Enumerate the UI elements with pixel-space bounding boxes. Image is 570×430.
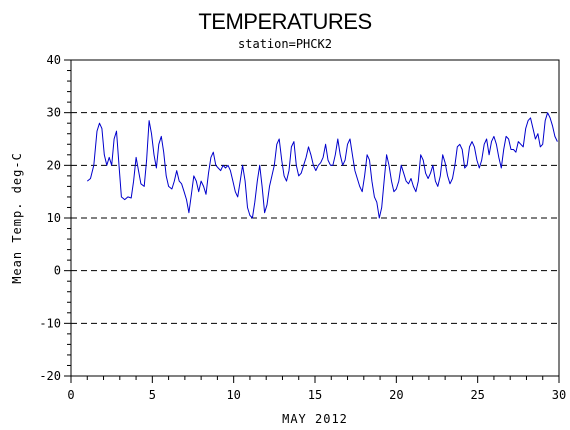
y-tick-label: 10 <box>47 211 61 225</box>
x-tick-label: 25 <box>470 388 484 402</box>
y-tick-label: -20 <box>39 369 61 383</box>
chart-subtitle: station=PHCK2 <box>238 37 332 51</box>
y-tick-label: 30 <box>47 106 61 120</box>
x-tick-label: 10 <box>226 388 240 402</box>
x-axis-label: MAY 2012 <box>282 412 348 426</box>
y-tick-label: 0 <box>54 264 61 278</box>
x-tick-label: 30 <box>552 388 566 402</box>
x-tick-label: 0 <box>67 388 74 402</box>
x-tick-label: 20 <box>389 388 403 402</box>
x-tick-label: 15 <box>308 388 322 402</box>
x-axis: 0 5 10 15 20 25 30 <box>67 376 566 402</box>
series-layer <box>86 112 558 219</box>
y-tick-label: 20 <box>47 158 61 172</box>
series-line <box>86 112 558 219</box>
x-tick-label: 5 <box>149 388 156 402</box>
y-tick-label: 40 <box>47 53 61 67</box>
grid-lines <box>71 59 559 377</box>
y-axis-label: Mean Temp. deg-C <box>10 152 24 284</box>
y-axis: -20 -10 0 10 20 30 40 <box>39 53 71 383</box>
y-tick-label: -10 <box>39 316 61 330</box>
chart-title: TEMPERATURES <box>198 9 371 34</box>
